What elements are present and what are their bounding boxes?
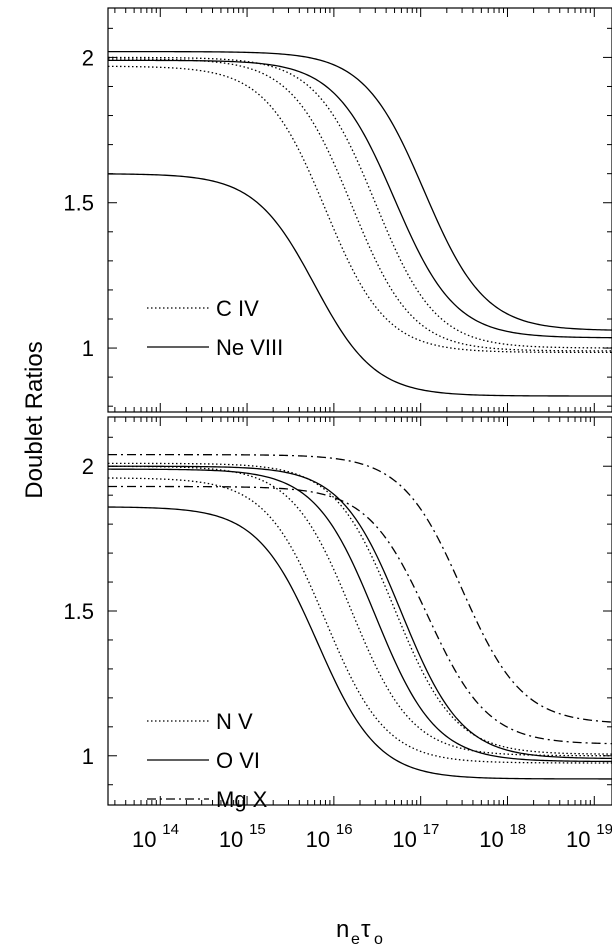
legend-label-n-v: N V — [216, 709, 253, 734]
curve-c-iv — [108, 56, 612, 349]
y-tick-label: 1.5 — [63, 599, 94, 624]
x-tick-label: 10 — [479, 827, 503, 852]
x-tick-label: 10 — [132, 827, 156, 852]
curve-c-iv — [108, 65, 612, 354]
y-tick-label: 1 — [82, 336, 94, 361]
x-label-tau: τ — [361, 916, 371, 943]
curves — [108, 50, 612, 397]
x-tick-exponent: 14 — [162, 821, 179, 838]
x-tick-label: 10 — [566, 827, 590, 852]
x-tick-exponent: 17 — [423, 821, 440, 838]
legend-label-o-vi: O VI — [216, 748, 260, 773]
curve-c-iv — [108, 58, 612, 352]
legend-label-mg-x: Mg X — [216, 787, 268, 812]
legend-label-ne-viii: Ne VIII — [216, 335, 283, 360]
x-label-sub-o: o — [374, 931, 383, 947]
x-label-sub-e: e — [351, 931, 360, 947]
plot-frame — [107, 416, 612, 806]
legend-label-c-iv: C IV — [216, 296, 259, 321]
curve-o-vi — [108, 506, 612, 780]
x-tick-exponent: 19 — [596, 821, 612, 838]
curve-n-v — [108, 477, 612, 764]
x-tick-label: 10 — [219, 827, 243, 852]
curve-ne-viii — [108, 173, 612, 397]
curve-n-v — [108, 462, 612, 755]
x-tick-exponent: 18 — [509, 821, 526, 838]
y-tick-label: 1 — [82, 744, 94, 769]
x-label-n: n — [336, 916, 349, 943]
y-axis-label: Doublet Ratios — [21, 341, 48, 498]
y-tick-label: 2 — [82, 454, 94, 479]
curve-mg-x — [108, 453, 612, 723]
x-axis-label: n e τ o — [336, 916, 383, 947]
bottom-panel: 1 1.5 2 10 14 10 15 10 16 10 17 10 18 10 19 N V O VI Mg X — [63, 416, 612, 852]
curve-o-vi — [108, 465, 612, 760]
y-tick-label: 1.5 — [63, 191, 94, 216]
top-panel: 1 1.5 2 C IV Ne VIII — [63, 7, 612, 413]
plot-frame — [107, 7, 612, 413]
curve-o-vi — [108, 468, 612, 763]
curves — [108, 453, 612, 780]
curve-ne-viii — [108, 59, 612, 339]
curve-ne-viii — [108, 50, 612, 331]
curve-mg-x — [108, 485, 612, 745]
x-tick-label: 10 — [392, 827, 416, 852]
x-tick-label: 10 — [306, 827, 330, 852]
x-tick-exponent: 16 — [336, 821, 353, 838]
y-tick-label: 2 — [82, 45, 94, 70]
x-tick-exponent: 15 — [249, 821, 266, 838]
